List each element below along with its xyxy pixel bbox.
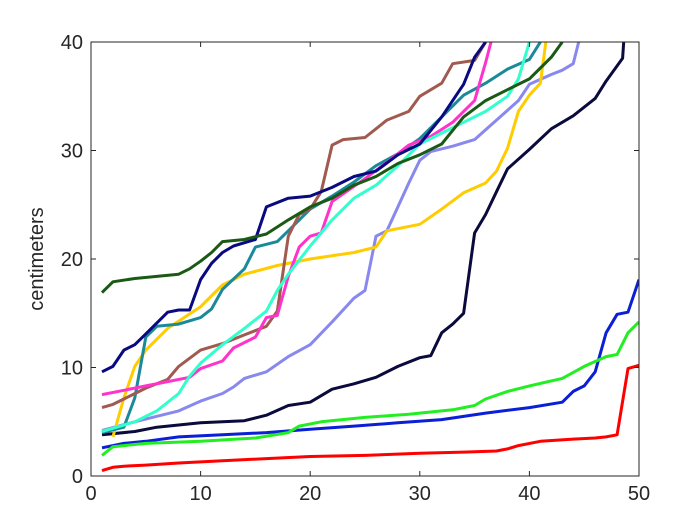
series-line-7 (101, 42, 542, 435)
series-line-11 (101, 42, 487, 374)
y-tick-label: 40 (61, 32, 83, 54)
series-line-1 (101, 363, 639, 473)
series-line-6 (111, 42, 548, 438)
tick-labels: 0 10 20 30 40 50 0 10 20 30 40 (61, 32, 650, 505)
y-tick-label: 30 (61, 141, 83, 163)
x-tick-label: 40 (518, 483, 540, 505)
y-axis-label: centimeters (26, 207, 48, 310)
series-line-3 (101, 320, 639, 457)
axis-ticks (90, 41, 640, 477)
series-line-10 (101, 42, 531, 433)
x-tick-label: 20 (299, 483, 321, 505)
y-tick-label: 0 (72, 466, 83, 488)
x-tick-label: 10 (189, 483, 211, 505)
series-line-4 (101, 42, 626, 437)
series-line-2 (101, 279, 639, 450)
x-tick-label: 50 (628, 483, 650, 505)
x-tick-label: 0 (85, 483, 96, 505)
plot-lines (100, 42, 639, 473)
series-line-5 (101, 42, 581, 432)
series-line-12 (100, 42, 564, 294)
y-tick-label: 20 (61, 249, 83, 271)
y-tick-label: 10 (61, 358, 83, 380)
x-tick-label: 30 (409, 483, 431, 505)
